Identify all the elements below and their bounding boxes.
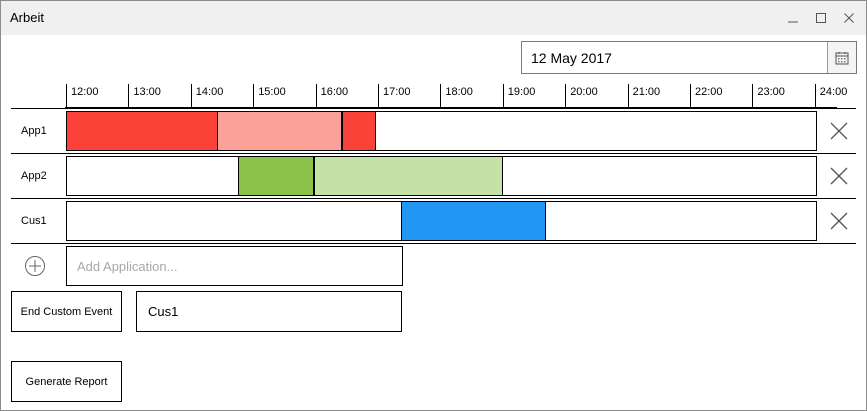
close-icon xyxy=(830,122,848,140)
ruler-tick xyxy=(253,84,255,108)
ruler-hour-label: 12:00 xyxy=(71,86,99,98)
timeline-segment[interactable] xyxy=(67,112,218,150)
ruler-baseline xyxy=(65,107,837,108)
row-separator xyxy=(11,153,856,154)
timeline-segment[interactable] xyxy=(216,112,342,150)
ruler-hour-label: 14:00 xyxy=(195,86,224,98)
ruler-hour-label: 15:00 xyxy=(258,86,286,98)
ruler-tick xyxy=(690,84,691,108)
ruler-hour-label: 19:00 xyxy=(507,86,536,98)
timeline-track-app2[interactable] xyxy=(66,156,817,196)
ruler-tick xyxy=(627,84,629,108)
minimize-button[interactable] xyxy=(781,7,805,29)
end-custom-event-button[interactable]: End Custom Event xyxy=(11,291,122,332)
ruler-tick xyxy=(440,84,442,108)
timeline-track-app1[interactable] xyxy=(66,111,817,151)
title-bar: Arbeit xyxy=(1,1,866,35)
timeline-segment[interactable] xyxy=(341,112,376,150)
row-separator xyxy=(11,198,856,199)
ruler-tick xyxy=(814,84,816,108)
ruler-hour-label: 21:00 xyxy=(632,86,661,98)
close-icon xyxy=(830,167,848,185)
row-label-app2: App2 xyxy=(21,170,47,182)
ruler-hour-label: 20:00 xyxy=(570,86,598,98)
ruler-hour-label: 22:00 xyxy=(695,86,723,98)
minimize-icon xyxy=(788,21,798,23)
maximize-button[interactable] xyxy=(809,7,833,29)
plus-circle-icon xyxy=(25,256,45,276)
row-separator xyxy=(11,108,856,109)
timeline-segment[interactable] xyxy=(237,157,314,195)
row-separator xyxy=(11,243,856,244)
timeline-segment[interactable] xyxy=(313,157,503,195)
ruler-tick xyxy=(66,84,67,108)
calendar-icon xyxy=(835,51,849,64)
ruler-hour-label: 24:00 xyxy=(819,86,848,98)
ruler-hour-label: 17:00 xyxy=(383,86,411,98)
ruler-hour-label: 18:00 xyxy=(445,86,473,98)
date-picker[interactable]: 12 May 2017 xyxy=(521,41,857,74)
ruler-tick xyxy=(502,84,504,108)
row-label-cus1: Cus1 xyxy=(21,215,47,227)
timeline-segment[interactable] xyxy=(400,202,547,240)
close-icon xyxy=(844,13,854,23)
row-label-app1: App1 xyxy=(21,125,47,137)
add-application-input[interactable] xyxy=(66,246,403,286)
ruler-tick xyxy=(565,84,567,108)
generate-report-button[interactable]: Generate Report xyxy=(11,361,122,402)
ruler-tick xyxy=(752,84,754,108)
ruler-hour-label: 16:00 xyxy=(320,86,349,98)
custom-event-field[interactable]: Cus1 xyxy=(136,291,402,332)
ruler-hour-label: 23:00 xyxy=(757,86,785,98)
ruler-tick xyxy=(190,84,192,108)
timeline-track-cus1[interactable] xyxy=(66,201,817,241)
remove-cus1-button[interactable] xyxy=(827,209,851,233)
add-application-button[interactable] xyxy=(24,255,46,277)
ruler-tick xyxy=(378,84,379,108)
close-button[interactable] xyxy=(837,7,861,29)
time-ruler: 12:00 13:00 14:00 15:00 16:00 17:00 18:00 19:00… xyxy=(65,84,847,108)
date-value: 12 May 2017 xyxy=(531,50,612,66)
remove-app2-button[interactable] xyxy=(827,164,851,188)
window-title: Arbeit xyxy=(10,10,44,25)
ruler-tick xyxy=(128,84,130,108)
ruler-hour-label: 13:00 xyxy=(133,86,161,98)
close-icon xyxy=(830,212,848,230)
remove-app1-button[interactable] xyxy=(827,119,851,143)
ruler-tick xyxy=(315,84,317,108)
calendar-button[interactable] xyxy=(827,42,856,73)
maximize-icon xyxy=(816,13,826,23)
